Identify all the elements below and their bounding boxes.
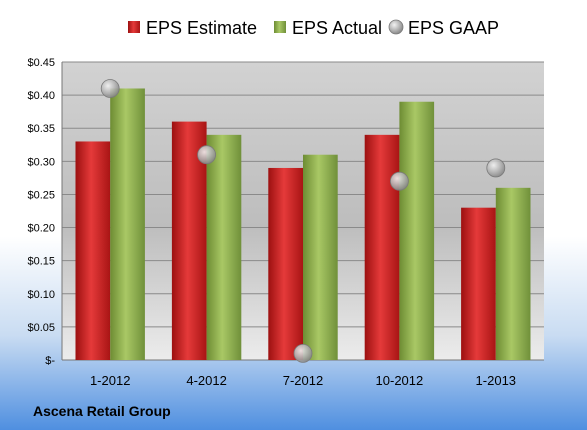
y-tick-label: $- [45, 355, 55, 367]
eps-estimate-bar [364, 134, 400, 360]
x-tick-label: 1-2013 [476, 373, 516, 388]
legend-swatch [274, 21, 286, 33]
eps-actual-bar [495, 187, 531, 360]
legend-swatch [388, 19, 404, 35]
eps-gaap-point [293, 343, 313, 363]
x-axis-ticks: 1-2012 4-2012 7-2012 10-2012 1-2013 [90, 373, 516, 388]
y-tick-label: $0.25 [27, 189, 55, 201]
legend-swatch [128, 21, 140, 33]
x-tick-label: 4-2012 [186, 373, 226, 388]
eps-estimate-bar [461, 207, 496, 360]
eps-estimate-bar [268, 167, 303, 360]
y-tick-label: $0.30 [27, 156, 55, 168]
eps-gaap-point [389, 171, 409, 191]
bars [75, 88, 531, 360]
footer-label: Ascena Retail Group [33, 403, 171, 419]
y-tick-label: $0.10 [27, 289, 55, 301]
y-tick-label: $0.35 [27, 123, 55, 135]
eps-gaap-point [486, 158, 506, 178]
y-tick-label: $0.15 [27, 256, 55, 268]
y-axis-ticks: $- $0.05 $0.10 $0.15 $0.20 $0.25 $0.30 $0.35 $0.… [27, 57, 55, 367]
eps-actual-bar [303, 154, 338, 360]
y-tick-label: $0.40 [27, 90, 55, 102]
legend: EPS Estimate EPS Actual EPS GAAP [128, 18, 499, 38]
y-tick-label: $0.20 [27, 223, 55, 235]
x-tick-label: 10-2012 [376, 373, 424, 388]
legend-label: EPS Actual [292, 18, 382, 38]
legend-label: EPS Estimate [146, 18, 257, 38]
y-tick-label: $0.05 [27, 322, 55, 334]
y-tick-label: $0.45 [27, 57, 55, 69]
gaap-points [100, 79, 506, 363]
eps-gaap-point [100, 79, 120, 98]
legend-label: EPS GAAP [408, 18, 499, 38]
eps-actual-bar [399, 101, 435, 360]
eps-estimate-bar [75, 141, 111, 360]
eps-actual-bar [110, 88, 145, 360]
eps-actual-bar [206, 134, 242, 360]
x-tick-label: 1-2012 [90, 373, 130, 388]
x-tick-label: 7-2012 [283, 373, 323, 388]
eps-gaap-point [197, 145, 217, 165]
